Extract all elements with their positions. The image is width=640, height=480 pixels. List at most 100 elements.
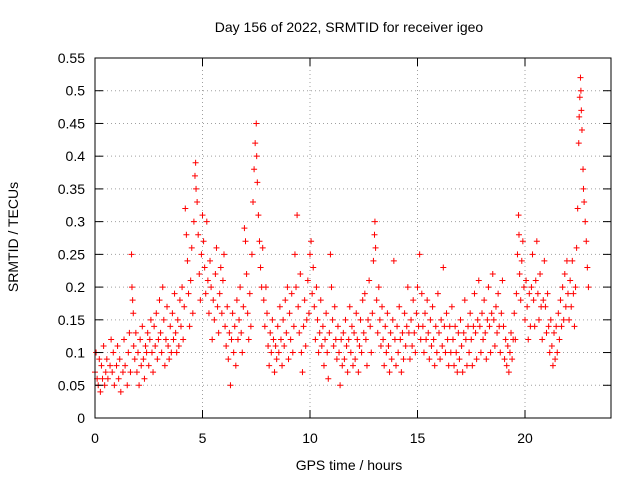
- data-point: [334, 323, 341, 330]
- chart-title: Day 156 of 2022, SRMTID for receiver ige…: [215, 19, 484, 35]
- data-point: [330, 343, 337, 349]
- data-point: [355, 369, 362, 376]
- data-point: [228, 336, 235, 343]
- data-point: [374, 329, 381, 336]
- data-point: [416, 251, 423, 258]
- data-point: [202, 290, 209, 297]
- data-point: [196, 271, 203, 277]
- data-point: [130, 310, 137, 317]
- data-point: [207, 257, 214, 264]
- data-point: [449, 336, 456, 343]
- data-point: [280, 316, 287, 323]
- data-point: [245, 336, 252, 343]
- data-point: [497, 349, 504, 356]
- data-point: [192, 159, 199, 166]
- data-point: [284, 284, 291, 291]
- data-point: [529, 251, 536, 258]
- data-point: [144, 329, 151, 336]
- data-point: [576, 113, 583, 120]
- data-point: [188, 244, 195, 251]
- data-point: [124, 382, 131, 389]
- data-point: [276, 303, 283, 310]
- data-point: [525, 336, 532, 343]
- data-point: [479, 310, 485, 317]
- data-point: [463, 362, 470, 369]
- data-point: [97, 388, 104, 395]
- data-point: [506, 349, 513, 356]
- data-point: [452, 323, 459, 330]
- data-point: [584, 264, 591, 271]
- data-point: [363, 362, 370, 369]
- data-point: [108, 336, 115, 343]
- data-point: [499, 277, 506, 284]
- data-point: [313, 284, 320, 291]
- data-point: [107, 362, 114, 369]
- data-point: [359, 297, 366, 304]
- data-point: [358, 349, 365, 356]
- data-point: [408, 316, 415, 323]
- data-point: [337, 382, 344, 389]
- data-point: [514, 251, 521, 258]
- data-point: [223, 343, 230, 349]
- y-tick-label: 0.1: [66, 345, 86, 361]
- data-point: [122, 362, 129, 369]
- data-point: [274, 323, 281, 330]
- data-point: [328, 284, 335, 291]
- data-point: [104, 375, 111, 382]
- data-point: [526, 290, 533, 297]
- data-point: [466, 349, 473, 356]
- data-point: [119, 369, 126, 376]
- data-point: [574, 205, 581, 212]
- data-point: [226, 329, 233, 336]
- data-point: [185, 290, 192, 297]
- data-point: [398, 369, 405, 376]
- y-tick-label: 0.35: [58, 181, 85, 197]
- data-point: [111, 382, 118, 389]
- data-point: [175, 343, 182, 349]
- data-point: [489, 271, 496, 277]
- data-point: [545, 323, 552, 330]
- data-point: [291, 251, 298, 258]
- data-point: [391, 336, 398, 343]
- data-point: [429, 303, 436, 310]
- data-point: [523, 277, 530, 284]
- data-point: [153, 310, 160, 317]
- data-point: [268, 349, 275, 356]
- data-point: [513, 290, 520, 297]
- data-point: [427, 316, 434, 323]
- data-point: [262, 284, 269, 291]
- data-point: [180, 336, 187, 343]
- data-point: [508, 329, 515, 336]
- data-point: [204, 277, 211, 284]
- data-point: [141, 375, 148, 382]
- data-point: [556, 336, 563, 343]
- data-point: [368, 349, 375, 356]
- data-point: [388, 356, 395, 363]
- data-point: [423, 336, 430, 343]
- data-point: [143, 349, 150, 356]
- y-tick-label: 0.4: [66, 148, 86, 164]
- data-point: [156, 297, 163, 304]
- data-point: [558, 323, 565, 330]
- data-point: [308, 238, 315, 245]
- data-point: [509, 356, 516, 363]
- data-point: [468, 336, 475, 343]
- data-point: [383, 349, 390, 356]
- data-point: [578, 107, 585, 114]
- data-point: [458, 343, 465, 349]
- data-point: [272, 343, 279, 349]
- data-point: [520, 284, 527, 291]
- x-tick-label: 15: [410, 430, 426, 446]
- data-point: [279, 362, 286, 369]
- data-point: [555, 310, 562, 317]
- data-point: [215, 329, 222, 336]
- data-point: [500, 323, 507, 330]
- data-point: [573, 244, 580, 251]
- data-point: [338, 336, 345, 343]
- data-point: [150, 369, 157, 376]
- data-point: [186, 323, 193, 330]
- data-point: [331, 303, 338, 310]
- data-point: [133, 369, 140, 376]
- data-point: [438, 316, 445, 323]
- y-tick-label: 0.15: [58, 312, 85, 328]
